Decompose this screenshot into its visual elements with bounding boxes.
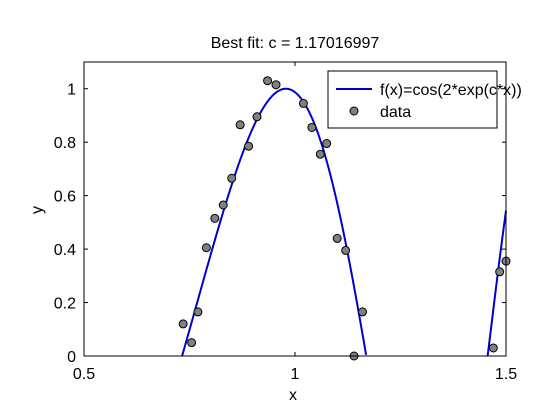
x-ticks: 0.5 1 1.5 (73, 62, 517, 383)
fit-curve-segment-0 (181, 87, 368, 357)
x-axis-label: x (289, 387, 297, 404)
data-point (201, 243, 211, 253)
legend: f(x)=cos(2*exp(c*x)) data (327, 70, 522, 129)
legend-box (327, 70, 498, 129)
data-point (488, 343, 498, 353)
data-point (263, 76, 273, 86)
x-tick-label: 1.5 (495, 366, 517, 383)
data-point (187, 338, 197, 348)
data-point (307, 122, 317, 132)
data-point (495, 267, 505, 277)
data-point (178, 319, 188, 329)
data-point (218, 200, 228, 210)
y-axis-label: y (29, 206, 46, 214)
points-layer (178, 76, 511, 361)
y-ticks: 0 0.2 0.4 0.6 0.8 1 (54, 82, 506, 366)
data-point (332, 233, 342, 243)
chart-title: Best fit: c = 1.17016997 (211, 35, 380, 52)
data-point (298, 98, 308, 108)
x-tick-label: 1 (291, 366, 300, 383)
data-point (271, 80, 281, 90)
data-point (322, 139, 332, 149)
data-point (244, 141, 254, 151)
data-point (315, 149, 325, 159)
y-tick-label: 0.2 (54, 296, 76, 313)
curve-layer (181, 87, 507, 357)
legend-marker-swatch (349, 106, 359, 116)
data-point (227, 173, 237, 183)
data-point (193, 307, 203, 317)
data-point (252, 112, 262, 122)
data-point (210, 213, 220, 223)
data-point (358, 307, 368, 317)
legend-entry-fit: f(x)=cos(2*exp(c*x)) (380, 82, 522, 99)
y-tick-label: 0.6 (54, 189, 76, 206)
x-tick-label: 0.5 (73, 366, 95, 383)
y-tick-label: 0.8 (54, 135, 76, 152)
data-point (341, 245, 351, 255)
y-tick-label: 0 (67, 349, 76, 366)
fit-curve-segment-1 (486, 210, 507, 357)
data-point (235, 120, 245, 130)
legend-entry-data: data (380, 104, 411, 121)
y-tick-label: 1 (67, 82, 76, 99)
y-tick-label: 0.4 (54, 242, 76, 259)
